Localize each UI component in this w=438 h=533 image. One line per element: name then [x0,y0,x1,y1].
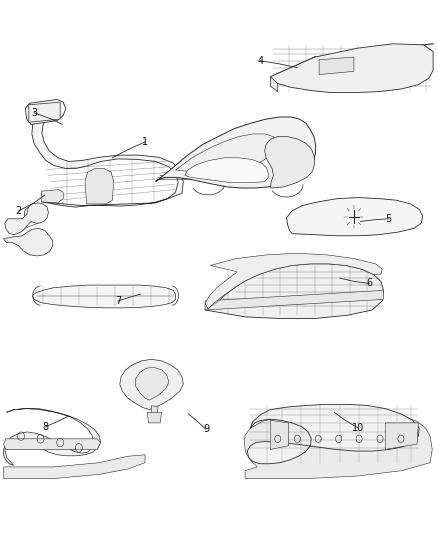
Polygon shape [4,228,53,256]
Polygon shape [185,158,269,183]
Polygon shape [4,439,101,449]
Text: 4: 4 [257,56,263,66]
Polygon shape [265,136,315,188]
Polygon shape [29,102,60,122]
Polygon shape [5,203,48,235]
Polygon shape [270,420,289,449]
Polygon shape [120,359,184,410]
Text: 2: 2 [16,206,22,216]
Polygon shape [176,134,276,172]
Polygon shape [32,115,184,207]
Text: 3: 3 [31,108,37,118]
Polygon shape [135,367,169,400]
Polygon shape [270,44,433,93]
Polygon shape [33,285,176,308]
Polygon shape [156,117,316,188]
Polygon shape [4,409,101,465]
Text: 1: 1 [142,137,148,147]
Polygon shape [205,264,384,318]
Text: 9: 9 [203,424,209,434]
Polygon shape [25,100,66,124]
Polygon shape [205,284,233,310]
Polygon shape [385,423,418,449]
Text: 10: 10 [352,423,364,433]
Polygon shape [244,411,432,479]
Polygon shape [42,190,63,203]
Text: 7: 7 [115,296,121,306]
Polygon shape [85,168,114,204]
Polygon shape [147,413,162,423]
Polygon shape [205,290,384,310]
Polygon shape [152,406,158,415]
Polygon shape [270,77,278,92]
Polygon shape [205,253,382,309]
Polygon shape [286,198,423,236]
Text: 5: 5 [385,214,392,224]
Text: 6: 6 [366,278,372,288]
Polygon shape [319,57,354,75]
Polygon shape [247,405,419,464]
Text: 8: 8 [43,422,49,432]
Polygon shape [4,455,145,479]
